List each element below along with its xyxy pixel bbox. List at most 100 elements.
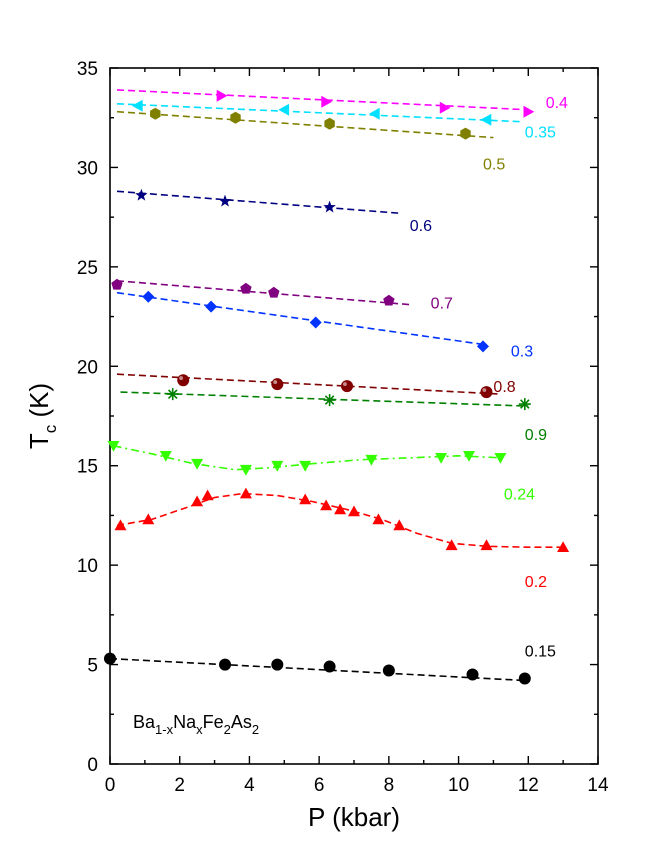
data-markers <box>104 89 570 685</box>
formula-symbol: Fe <box>203 712 224 732</box>
series-markers <box>131 99 492 126</box>
data-point <box>348 505 360 517</box>
data-point <box>177 374 190 387</box>
series-markers <box>142 290 489 353</box>
data-point <box>131 99 143 112</box>
formula-symbol: Na <box>173 712 197 732</box>
series-label: 0.15 <box>525 644 556 661</box>
data-point <box>480 386 493 399</box>
x-tick-label: 0 <box>105 775 116 796</box>
x-axis-title: P (kbar) <box>308 802 400 832</box>
data-point <box>191 495 204 507</box>
y-axis-title-subscript: c <box>41 424 60 433</box>
formula-subscript: 2 <box>252 722 259 737</box>
data-point <box>460 127 471 140</box>
data-point <box>494 453 507 464</box>
data-point <box>114 519 127 531</box>
series-label: 0.3 <box>511 343 533 360</box>
data-point <box>142 513 155 525</box>
data-point <box>299 493 312 505</box>
data-point <box>368 107 380 120</box>
series-label: 0.5 <box>483 156 505 173</box>
marker-highlight <box>273 380 278 385</box>
data-point <box>341 380 354 393</box>
y-axis-title-unit: (K) <box>24 383 54 425</box>
marker-highlight <box>482 388 487 392</box>
series-markers <box>135 188 336 213</box>
data-point <box>240 282 252 294</box>
x-tick-label: 6 <box>314 775 325 796</box>
data-point <box>205 300 218 313</box>
fit-line <box>116 89 529 111</box>
data-point <box>321 95 333 108</box>
marker-highlight <box>343 382 347 386</box>
data-point <box>299 460 312 472</box>
y-axis-title: Tc (K) <box>24 383 60 449</box>
y-tick-label: 10 <box>77 556 98 577</box>
data-point <box>159 451 172 462</box>
series-label: 0.8 <box>493 379 515 396</box>
data-point <box>150 107 161 120</box>
data-point <box>201 489 214 501</box>
y-tick-label: 0 <box>87 755 98 776</box>
data-point <box>239 487 252 499</box>
fit-line <box>116 373 501 395</box>
data-point <box>320 499 333 511</box>
data-point <box>166 388 179 401</box>
data-point <box>218 194 232 207</box>
data-point <box>323 200 336 213</box>
formula-symbol: Ba <box>133 712 156 732</box>
fit-line <box>116 103 522 123</box>
series-markers <box>107 441 507 476</box>
data-point <box>372 513 385 525</box>
data-point <box>271 460 284 472</box>
x-tick-label: 2 <box>174 775 185 796</box>
marker-highlight <box>179 376 184 381</box>
y-tick-label: 25 <box>77 258 98 279</box>
data-point <box>557 541 570 552</box>
data-point <box>518 672 531 685</box>
data-point <box>480 113 492 126</box>
data-point <box>278 103 290 116</box>
fit-line <box>116 492 564 548</box>
data-point <box>523 105 535 118</box>
y-tick-label: 20 <box>77 357 98 378</box>
data-point <box>480 539 493 551</box>
series-label: 0.24 <box>504 487 535 504</box>
series-markers <box>114 487 570 552</box>
series-markers <box>177 374 493 399</box>
data-point <box>323 660 336 673</box>
y-tick-label: 5 <box>87 656 98 677</box>
data-point <box>271 658 284 671</box>
data-point <box>334 503 347 515</box>
formula-subscript: 1-x <box>155 722 174 737</box>
series-label: 0.7 <box>431 296 453 313</box>
data-point <box>271 378 284 391</box>
series-markers <box>150 107 471 140</box>
fit-line <box>113 445 501 471</box>
data-point <box>439 101 451 114</box>
x-tick-label: 8 <box>384 775 395 796</box>
data-point <box>393 519 406 531</box>
data-point <box>435 453 448 464</box>
data-point <box>466 668 479 681</box>
data-point <box>309 316 322 329</box>
data-point <box>323 394 336 407</box>
series-markers <box>104 652 531 685</box>
compound-formula: Ba1-xNaxFe2As2 <box>133 712 259 737</box>
data-point <box>324 117 335 130</box>
y-tick-label: 35 <box>77 59 98 80</box>
series-markers <box>216 89 535 118</box>
data-point <box>477 340 489 353</box>
x-tick-label: 10 <box>448 775 469 796</box>
series-label: 0.9 <box>525 427 547 444</box>
fit-line <box>116 110 494 139</box>
series-markers <box>111 278 395 306</box>
fit-line <box>109 657 525 682</box>
data-point <box>142 290 155 303</box>
formula-symbol: As <box>231 712 252 732</box>
data-point <box>365 454 378 466</box>
y-tick-label: 15 <box>77 457 98 478</box>
data-point <box>216 89 228 102</box>
data-point <box>191 458 204 470</box>
